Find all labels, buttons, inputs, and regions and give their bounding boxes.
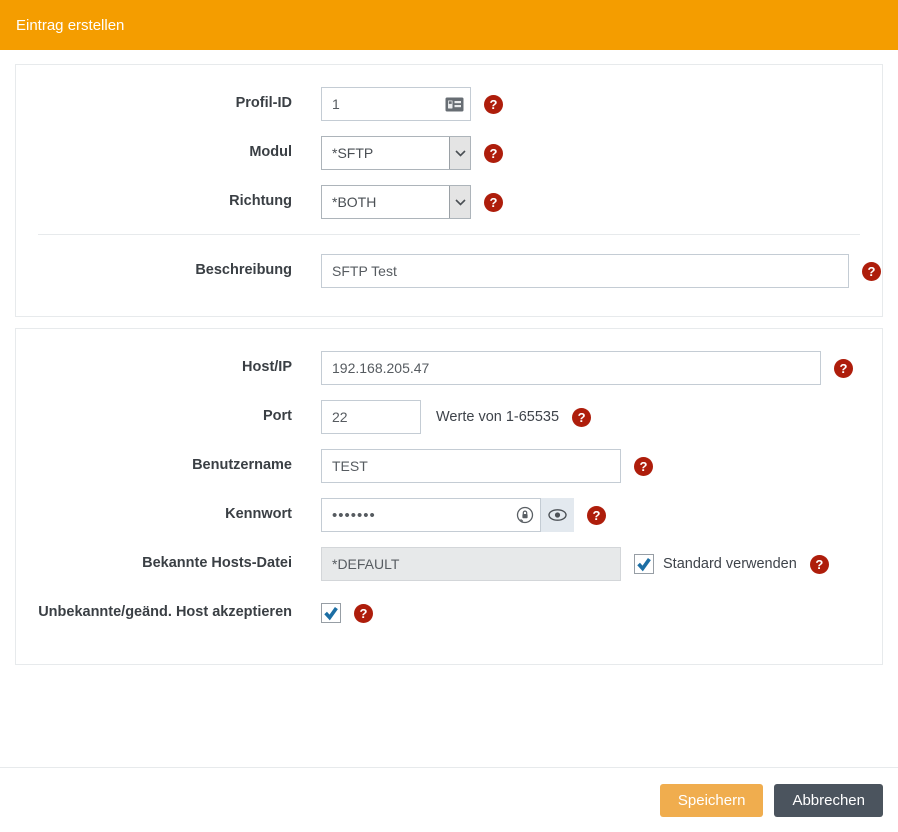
chevron-down-icon bbox=[449, 137, 470, 169]
kennwort-help-icon[interactable]: ? bbox=[587, 505, 606, 525]
host-help-icon[interactable]: ? bbox=[834, 358, 853, 378]
row-kennwort: Kennwort ? bbox=[16, 498, 882, 532]
row-modul: Modul *SFTP ? bbox=[16, 136, 882, 170]
bekannte-hosts-input bbox=[321, 547, 621, 581]
chevron-down-icon bbox=[449, 186, 470, 218]
panel-general: Profil-ID ? Modul *SFTP bbox=[15, 64, 883, 317]
cancel-button[interactable]: Abbrechen bbox=[774, 783, 883, 817]
row-profil-id: Profil-ID ? bbox=[16, 87, 882, 121]
host-input[interactable] bbox=[321, 351, 821, 385]
beschreibung-input[interactable] bbox=[321, 254, 849, 288]
modul-label: Modul bbox=[249, 144, 292, 161]
richtung-label: Richtung bbox=[229, 193, 292, 210]
kennwort-label: Kennwort bbox=[225, 506, 292, 523]
row-host: Host/IP ? bbox=[16, 351, 882, 385]
benutzername-input[interactable] bbox=[321, 449, 621, 483]
address-card-icon[interactable] bbox=[445, 97, 464, 112]
bekannte-hosts-help-icon[interactable]: ? bbox=[809, 554, 829, 574]
dialog-header: Eintrag erstellen bbox=[0, 0, 898, 50]
bekannte-hosts-label: Bekannte Hosts-Datei bbox=[142, 555, 292, 572]
save-button[interactable]: Speichern bbox=[659, 783, 764, 817]
row-beschreibung: Beschreibung ? bbox=[16, 254, 882, 288]
kennwort-input[interactable] bbox=[321, 498, 541, 532]
benutzername-help-icon[interactable]: ? bbox=[634, 456, 653, 476]
port-input[interactable] bbox=[321, 400, 421, 434]
beschreibung-help-icon[interactable]: ? bbox=[862, 261, 881, 281]
password-reveal-eye-icon[interactable] bbox=[541, 498, 574, 532]
section-divider bbox=[38, 234, 860, 235]
dialog-title: Eintrag erstellen bbox=[16, 16, 125, 34]
modul-help-icon[interactable]: ? bbox=[484, 143, 503, 163]
row-benutzername: Benutzername ? bbox=[16, 449, 882, 483]
row-richtung: Richtung *BOTH ? bbox=[16, 185, 882, 219]
modul-select-value: *SFTP bbox=[332, 145, 374, 161]
unbekannte-host-help-icon[interactable]: ? bbox=[354, 603, 373, 623]
password-key-icon[interactable] bbox=[516, 506, 534, 524]
port-label: Port bbox=[263, 408, 292, 425]
standard-verwenden-label: Standard verwenden bbox=[663, 556, 797, 572]
row-bekannte-hosts: Bekannte Hosts-Datei Standard verwenden … bbox=[16, 547, 882, 581]
port-range-hint: Werte von 1-65535 bbox=[436, 409, 560, 425]
richtung-select[interactable]: *BOTH bbox=[321, 185, 471, 219]
unbekannte-host-checkbox[interactable] bbox=[321, 603, 341, 623]
standard-verwenden-checkbox[interactable] bbox=[634, 554, 654, 574]
unbekannte-host-label: Unbekannte/geänd. Host akzeptieren bbox=[38, 604, 292, 621]
dialog-footer: Speichern Abbrechen bbox=[0, 767, 898, 832]
checkmark-icon bbox=[324, 607, 338, 621]
port-help-icon[interactable]: ? bbox=[572, 407, 592, 427]
profil-id-help-icon[interactable]: ? bbox=[484, 94, 503, 114]
profil-id-label: Profil-ID bbox=[235, 95, 292, 112]
richtung-help-icon[interactable]: ? bbox=[484, 192, 503, 212]
modul-select[interactable]: *SFTP bbox=[321, 136, 471, 170]
beschreibung-label: Beschreibung bbox=[195, 262, 292, 279]
host-label: Host/IP bbox=[242, 359, 292, 376]
benutzername-label: Benutzername bbox=[192, 457, 292, 474]
row-port: Port Werte von 1-65535 ? bbox=[16, 400, 882, 434]
panel-connection: Host/IP ? Port Werte von 1-65535 ? Benut… bbox=[15, 328, 883, 665]
richtung-select-value: *BOTH bbox=[332, 194, 377, 210]
checkmark-icon bbox=[637, 558, 651, 572]
row-unbekannte-host: Unbekannte/geänd. Host akzeptieren ? bbox=[16, 596, 882, 630]
